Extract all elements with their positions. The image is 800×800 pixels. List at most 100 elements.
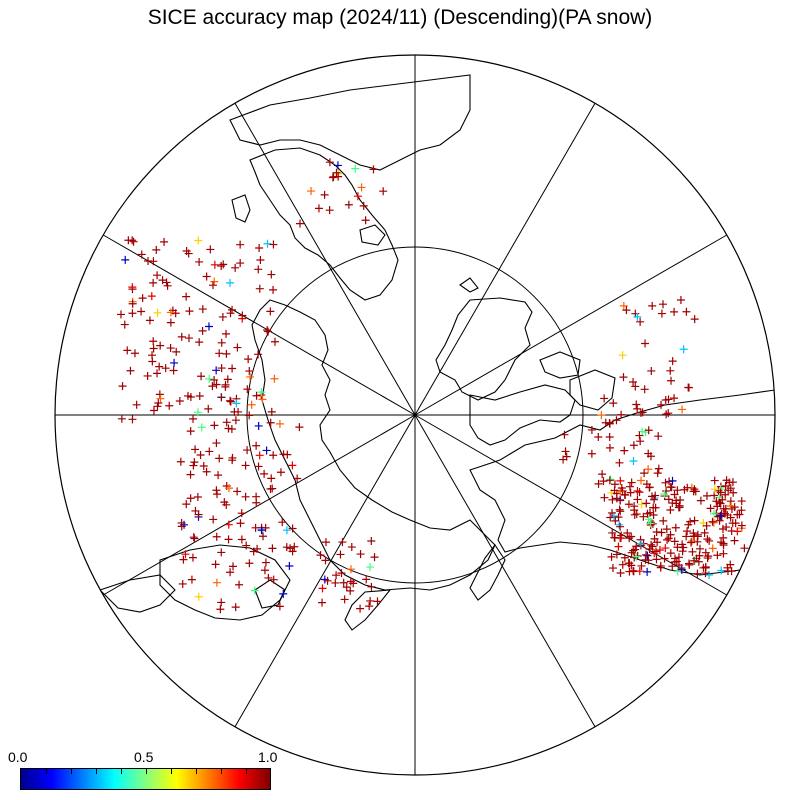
station-marker [282,526,291,535]
station-marker [635,488,644,497]
station-marker [710,476,719,485]
station-marker [731,519,740,528]
station-marker [178,579,187,588]
station-marker [694,557,703,566]
station-marker [617,484,626,493]
station-marker [263,239,272,248]
station-marker [666,530,675,539]
station-marker [245,559,254,568]
station-marker [198,326,207,335]
station-marker [194,236,203,245]
station-marker [612,550,621,559]
station-marker [346,586,355,595]
station-marker [228,305,237,314]
station-marker [314,204,323,213]
station-marker [723,511,732,520]
station-marker [728,478,737,487]
station-marker [161,364,170,373]
station-marker [117,414,126,423]
station-marker [243,446,252,455]
station-marker [347,543,356,552]
station-marker [701,548,710,557]
station-marker [128,309,137,318]
station-marker [619,301,628,310]
station-marker [194,592,203,601]
station-marker [296,219,305,228]
station-marker [149,406,158,415]
station-marker [608,495,617,504]
station-marker [275,602,284,611]
station-marker [737,521,746,530]
station-marker [678,540,687,549]
station-marker [186,470,195,479]
station-marker [166,318,175,327]
iceland-coast [359,224,386,246]
station-marker [703,535,712,544]
station-marker [664,409,673,418]
station-marker [269,285,278,294]
europe-coast [229,74,471,171]
station-marker [264,573,273,582]
station-marker [153,402,162,411]
station-marker [701,563,710,572]
station-marker [226,396,235,405]
meridian-line [234,414,416,728]
station-marker [619,373,628,382]
station-marker [668,357,677,366]
station-marker [559,455,568,464]
station-marker [149,278,158,287]
station-marker [252,498,261,507]
station-marker [627,532,636,541]
station-marker [620,490,629,499]
station-marker [642,499,651,508]
station-marker [233,487,242,496]
station-marker [373,597,382,606]
station-marker [615,520,624,529]
station-marker [726,502,735,511]
station-marker [255,243,264,252]
station-marker [687,538,696,547]
station-marker [212,439,221,448]
station-marker [670,394,679,403]
east-asia-coast [159,544,291,621]
station-marker [673,567,682,576]
station-marker [666,506,675,515]
station-marker [687,537,696,546]
station-marker [226,568,235,577]
station-marker [182,500,191,509]
station-marker [609,399,618,408]
station-marker [230,407,239,416]
station-marker [120,320,129,329]
station-marker [247,400,256,409]
station-marker [561,447,570,456]
station-marker [662,410,671,419]
station-marker [243,385,252,394]
station-marker [666,366,675,375]
station-marker [266,418,275,427]
station-marker [226,397,235,406]
station-marker [193,493,202,502]
arctic-island-coast [539,351,581,379]
station-marker [232,399,241,408]
station-marker [633,495,642,504]
station-marker [683,527,692,536]
station-marker [647,540,656,549]
station-marker [293,474,302,483]
siberia-coast [251,299,496,591]
station-marker [612,416,621,425]
station-marker [269,451,278,460]
station-marker [626,488,635,497]
colorbar-tick [196,769,197,774]
station-marker [695,544,704,553]
station-marker [195,257,204,266]
station-marker [183,391,192,400]
station-marker [737,506,746,515]
station-marker [163,281,172,290]
station-marker [632,552,641,561]
station-marker [622,306,631,315]
colorbar-tick [96,769,97,774]
station-marker [370,553,379,562]
station-marker [735,510,744,519]
station-marker [605,443,614,452]
